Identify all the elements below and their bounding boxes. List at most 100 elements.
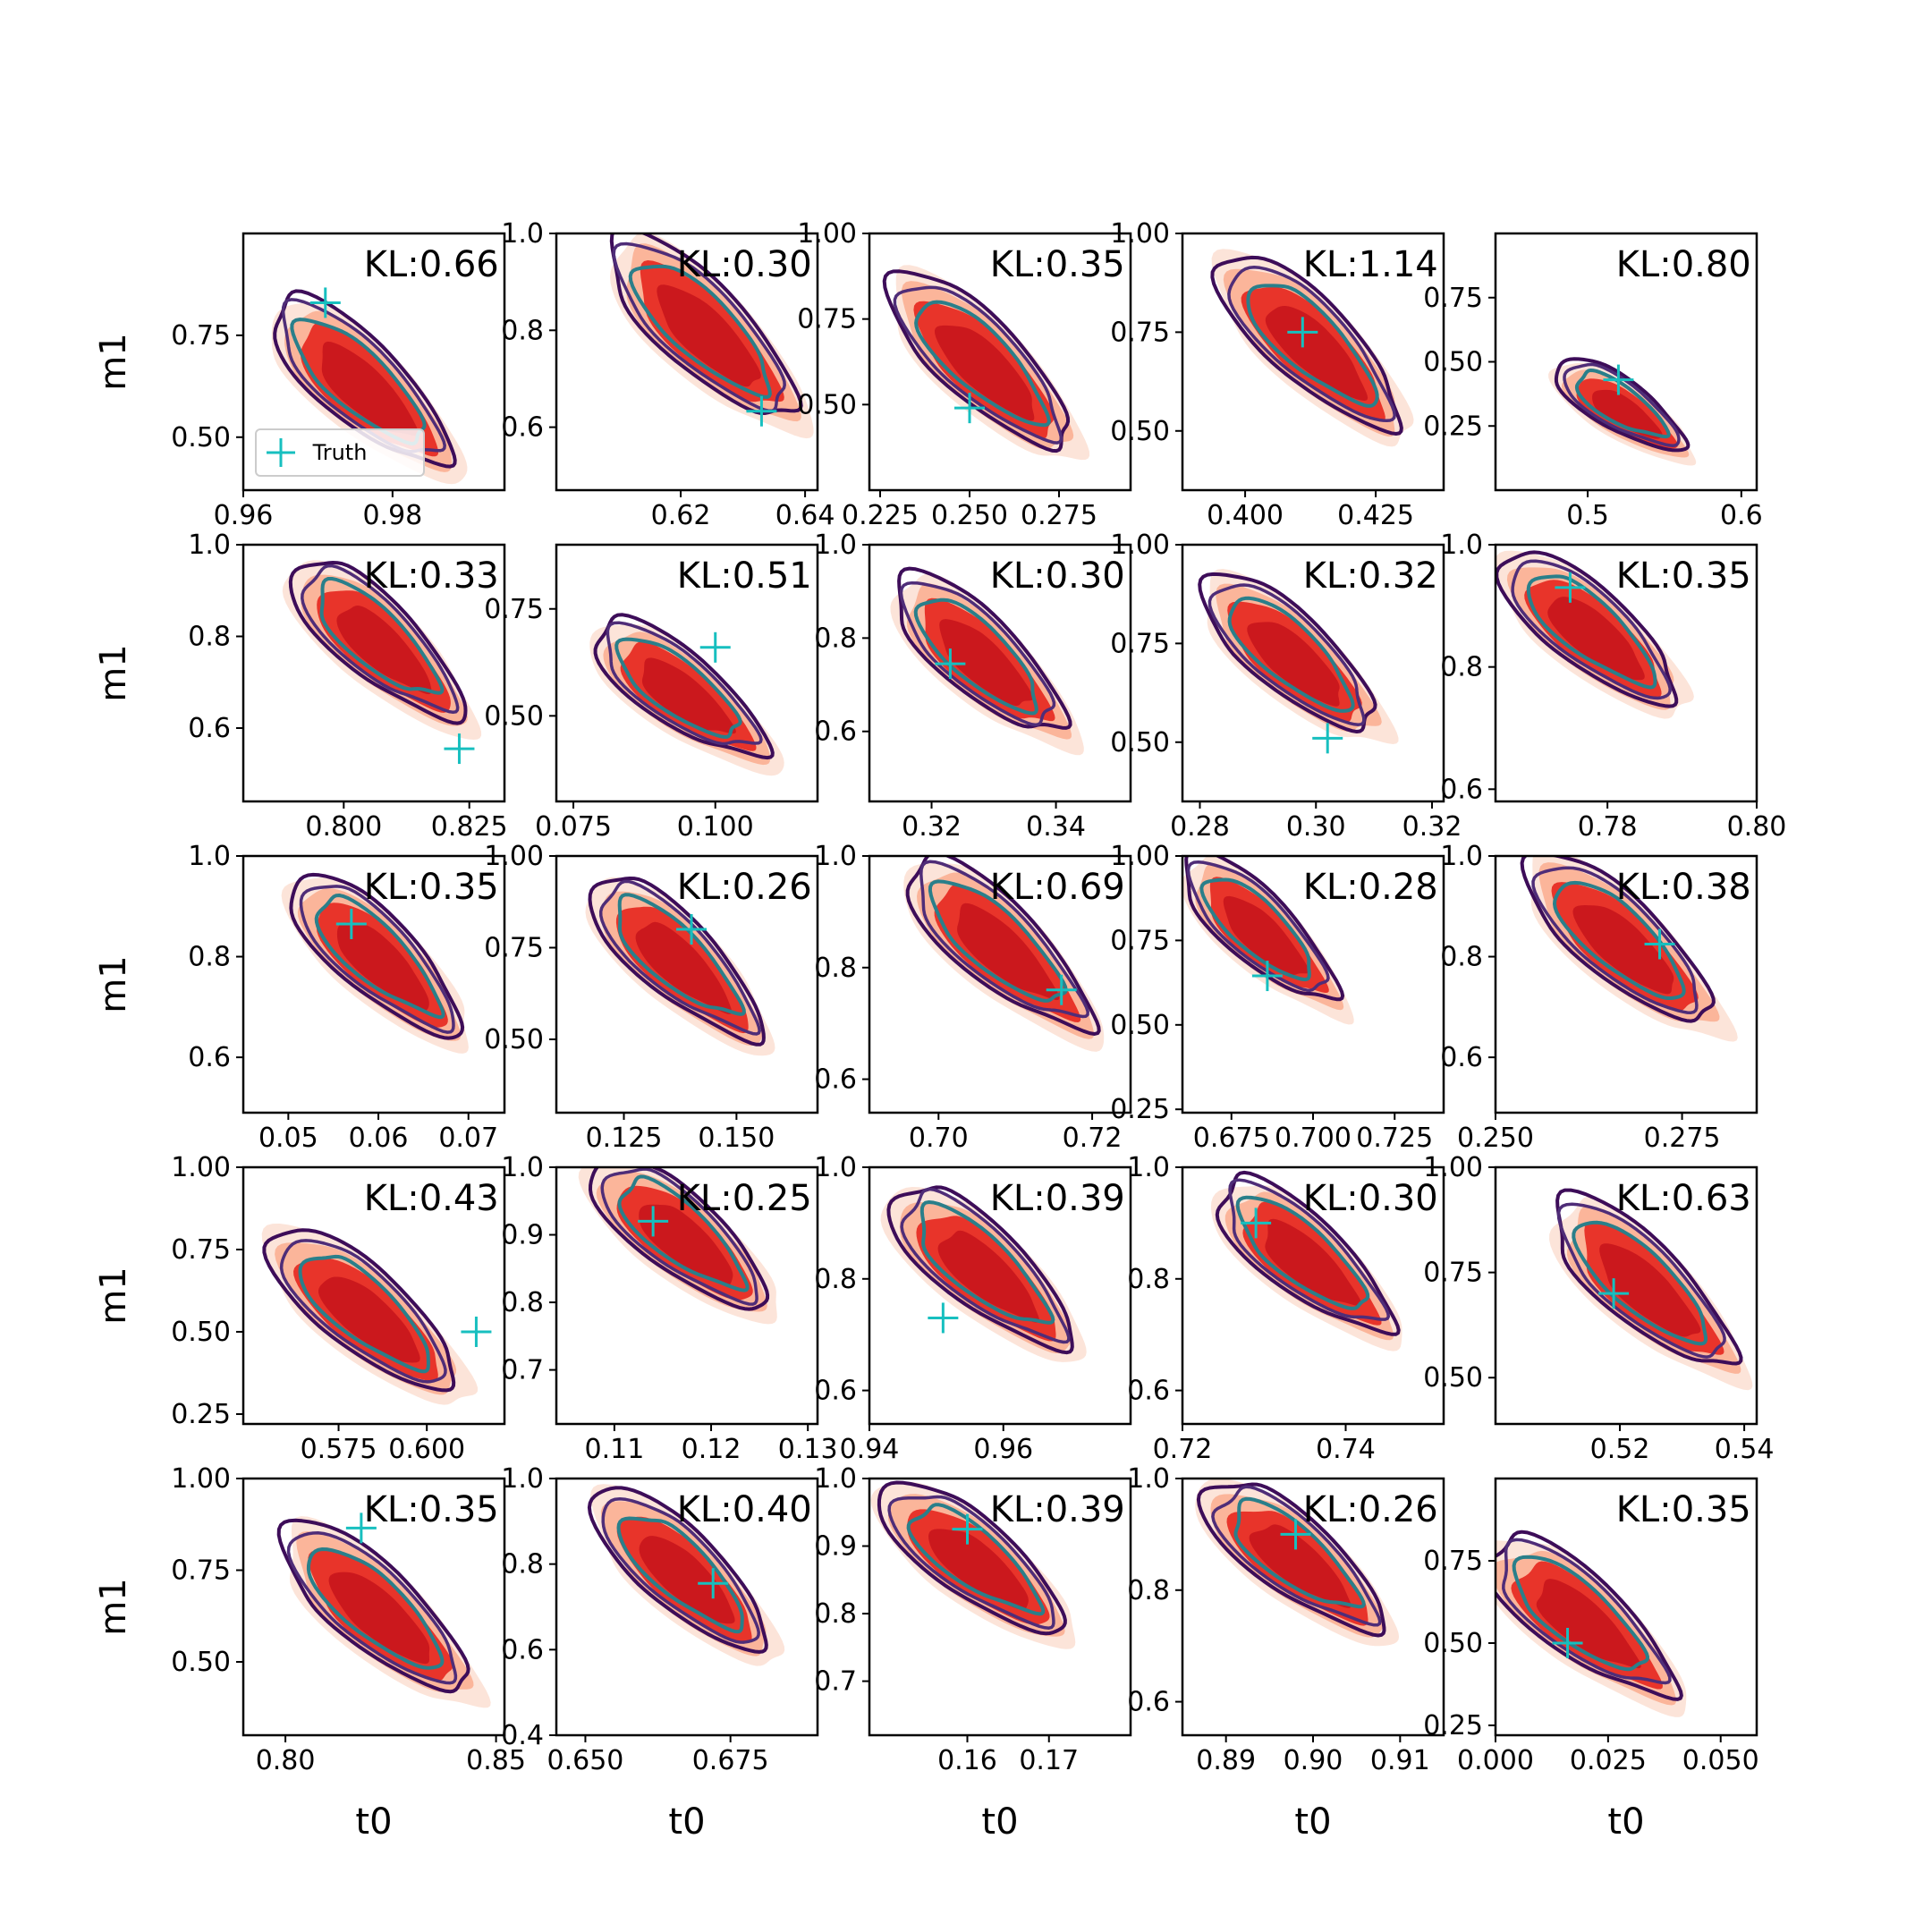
density-fill-core bbox=[1547, 597, 1645, 681]
density-fill-core bbox=[641, 657, 736, 734]
x-axis-label: t0 bbox=[1294, 1801, 1331, 1843]
y-tick-label: 0.6 bbox=[501, 412, 544, 444]
x-tick-label: 0.89 bbox=[1196, 1745, 1256, 1776]
x-tick-label: 0.275 bbox=[1021, 500, 1097, 531]
contour-plot bbox=[890, 566, 1084, 756]
truth-marker bbox=[1251, 961, 1283, 992]
y-tick-label: 0.75 bbox=[1423, 283, 1483, 314]
kl-label: KL:0.30 bbox=[990, 555, 1125, 597]
contour-line-inner bbox=[617, 893, 746, 1016]
contour-line-outer bbox=[877, 1480, 1067, 1636]
y-tick-label: 0.25 bbox=[1423, 1710, 1483, 1741]
density-fill-core bbox=[639, 1536, 735, 1624]
contour-line-mid bbox=[1186, 860, 1330, 993]
kl-label: KL:0.40 bbox=[677, 1489, 812, 1530]
axes-frame bbox=[242, 854, 506, 1114]
axes-frame bbox=[555, 1477, 819, 1737]
y-tick-label: 0.8 bbox=[1127, 1264, 1170, 1295]
contour-plot bbox=[578, 1167, 777, 1325]
y-tick-label: 1.0 bbox=[1440, 530, 1483, 561]
y-tick-label: 0.9 bbox=[501, 1220, 544, 1251]
x-tick-label: 0.075 bbox=[535, 811, 612, 843]
truth-marker bbox=[1603, 364, 1634, 395]
contour-plot bbox=[281, 872, 469, 1054]
y-tick-label: 1.0 bbox=[1127, 1152, 1170, 1183]
contour-line-outer bbox=[589, 1167, 770, 1311]
kl-label: KL:0.39 bbox=[990, 1178, 1125, 1219]
density-fill-core bbox=[318, 1276, 420, 1363]
contour-line-mid bbox=[893, 285, 1063, 445]
y-tick-label: 1.0 bbox=[1440, 841, 1483, 872]
axes-frame bbox=[868, 1477, 1132, 1737]
contour-line-inner bbox=[1526, 574, 1657, 690]
subplot-2-3: 0.32 0.34 0.6 0.8 1.0 KL:0.30 bbox=[814, 530, 1132, 843]
x-tick-label: 0.91 bbox=[1370, 1745, 1430, 1776]
truth-marker bbox=[698, 1568, 729, 1599]
kl-label: KL:0.32 bbox=[1303, 555, 1438, 597]
y-tick-label: 0.50 bbox=[171, 1317, 231, 1348]
contour-line-mid bbox=[1502, 1538, 1672, 1685]
kl-label: KL:0.25 bbox=[677, 1178, 812, 1219]
axes-frame bbox=[1494, 1165, 1758, 1426]
subplot-1-4: 0.400 0.425 0.50 0.75 1.00 KL:1.14 bbox=[1110, 218, 1445, 531]
contour-line-outer bbox=[1554, 357, 1690, 453]
truth-marker bbox=[1552, 1627, 1583, 1658]
density-fill-core bbox=[639, 1204, 733, 1285]
contour-line-outer bbox=[262, 1228, 456, 1393]
x-tick-label: 0.78 bbox=[1578, 811, 1638, 843]
y-axis-label: m1 bbox=[93, 1267, 134, 1324]
axes-frame bbox=[1494, 543, 1758, 803]
x-tick-label: 0.125 bbox=[586, 1123, 663, 1154]
contour-line-mid bbox=[1511, 559, 1672, 700]
density-fill-core bbox=[1223, 895, 1309, 975]
kl-label: KL:0.51 bbox=[677, 555, 812, 597]
contour-line-inner bbox=[1246, 284, 1379, 408]
y-tick-label: 1.0 bbox=[501, 1152, 544, 1183]
y-tick-label: 0.75 bbox=[484, 594, 544, 625]
y-tick-label: 0.25 bbox=[1423, 411, 1483, 442]
y-tick-label: 0.75 bbox=[1110, 628, 1170, 659]
axes-frame bbox=[868, 854, 1132, 1114]
x-tick-label: 0.80 bbox=[1727, 811, 1787, 843]
contour-line-outer bbox=[1198, 572, 1377, 733]
x-axis-label: t0 bbox=[668, 1801, 705, 1843]
contour-plot bbox=[880, 1185, 1087, 1362]
kl-label: KL:0.35 bbox=[364, 1489, 499, 1530]
contour-line-mid bbox=[1563, 362, 1681, 447]
kl-label: KL:0.39 bbox=[990, 1489, 1125, 1530]
truth-marker bbox=[461, 1316, 492, 1347]
contour-line-outer bbox=[886, 1185, 1074, 1355]
contour-plot bbox=[870, 1480, 1076, 1649]
y-tick-label: 0.9 bbox=[814, 1531, 857, 1563]
x-tick-label: 0.32 bbox=[902, 811, 962, 843]
truth-marker bbox=[638, 1206, 669, 1237]
contour-line-outer bbox=[905, 856, 1101, 1036]
y-tick-label: 0.50 bbox=[171, 422, 231, 453]
contour-plot bbox=[1198, 569, 1399, 754]
subplot-4-5: 0.52 0.54 0.50 0.75 1.00 KL:0.63 bbox=[1423, 1152, 1774, 1465]
axes-frame bbox=[242, 543, 506, 803]
density-fill-core bbox=[939, 619, 1033, 707]
x-axis-label: t0 bbox=[1607, 1801, 1644, 1843]
y-tick-label: 0.8 bbox=[501, 315, 544, 346]
contour-plot bbox=[585, 877, 775, 1056]
density-fill-core bbox=[1265, 306, 1368, 401]
contour-plot bbox=[1182, 856, 1354, 1025]
y-tick-label: 1.00 bbox=[1110, 218, 1170, 250]
contour-plot bbox=[1496, 1530, 1687, 1717]
contour-plot bbox=[1210, 249, 1414, 447]
density-fill-core bbox=[328, 1572, 430, 1665]
truth-marker bbox=[746, 395, 777, 427]
contour-line-mid bbox=[1208, 583, 1366, 726]
x-tick-label: 0.07 bbox=[438, 1123, 498, 1154]
contour-line-mid bbox=[1531, 866, 1699, 1014]
x-tick-label: 0.62 bbox=[651, 500, 711, 531]
y-tick-label: 1.0 bbox=[814, 530, 857, 561]
kl-label: KL:0.43 bbox=[364, 1178, 499, 1219]
x-tick-label: 0.80 bbox=[256, 1745, 316, 1776]
contour-line-mid bbox=[919, 860, 1089, 1019]
y-tick-label: 0.7 bbox=[814, 1666, 857, 1698]
contour-line-mid bbox=[598, 879, 761, 1036]
y-tick-label: 1.00 bbox=[484, 841, 544, 872]
x-tick-label: 0.5 bbox=[1566, 500, 1609, 531]
